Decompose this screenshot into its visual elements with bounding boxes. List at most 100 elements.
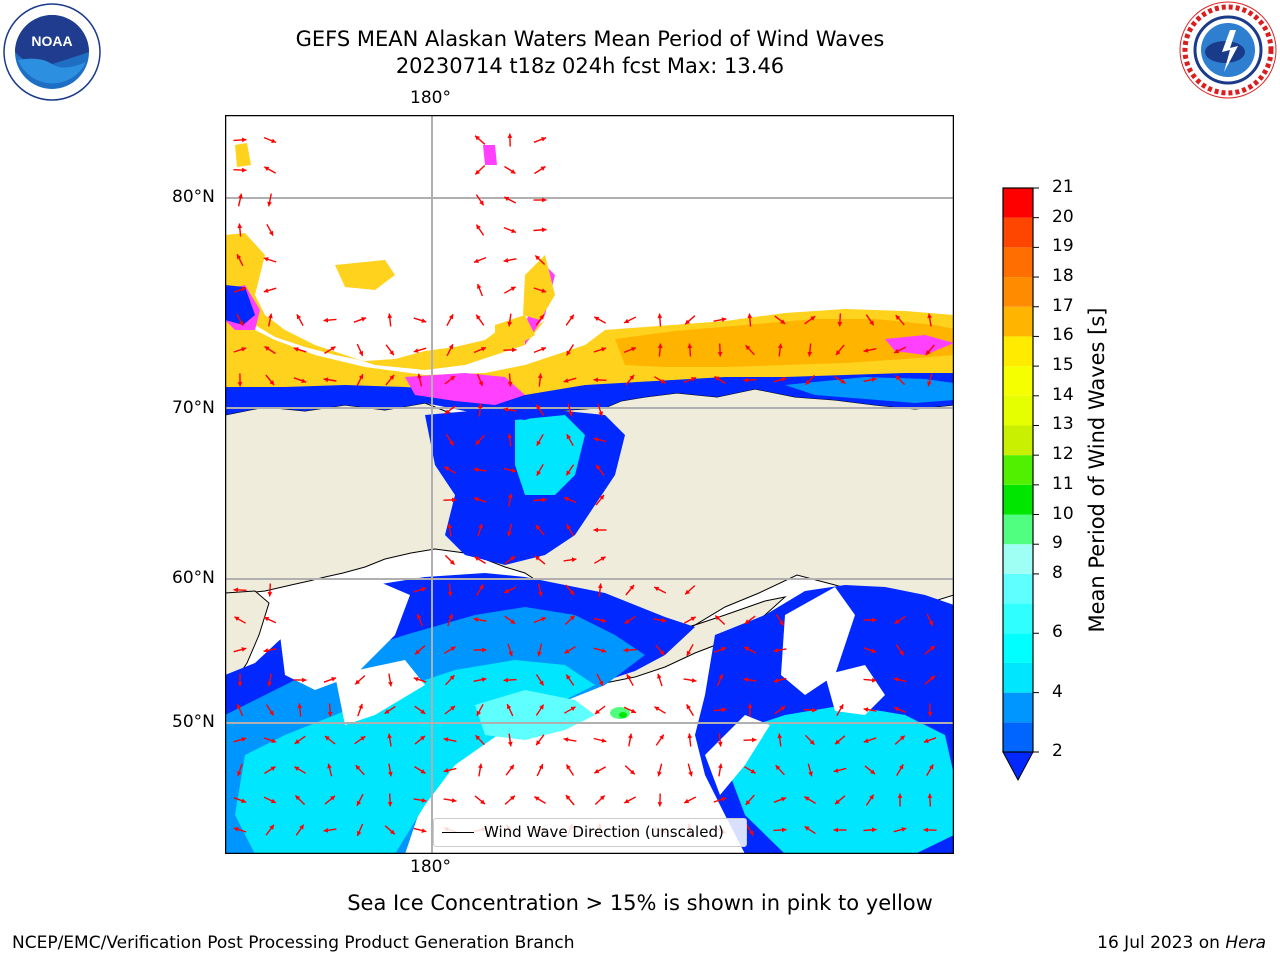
wave-arrow-head — [504, 196, 510, 202]
wave-arrow-head — [777, 343, 783, 349]
wave-arrow-head — [236, 254, 242, 260]
wave-arrow-head — [773, 678, 779, 683]
wave-arrow-head — [893, 677, 899, 682]
wave-arrow-head — [476, 314, 481, 320]
wave-arrow-head — [894, 619, 900, 624]
wave-arrow-head — [538, 591, 543, 597]
wave-arrow-head — [537, 373, 543, 379]
noaa-logo-text: NOAA — [31, 33, 72, 49]
wave-arrow-head — [507, 381, 513, 387]
wave-arrow-head — [718, 763, 723, 769]
colorbar-bin — [1003, 573, 1033, 604]
wave-arrow-head — [743, 677, 749, 683]
wave-arrow-head — [869, 320, 874, 326]
wave-arrow-head — [474, 258, 479, 263]
wave-arrow-head — [928, 620, 934, 626]
wave-arrow-head — [541, 617, 546, 622]
wave-arrow-head — [241, 647, 247, 652]
wave-arrow-head — [598, 680, 604, 686]
colorbar-bin — [1003, 603, 1033, 634]
wave-arrow-head — [264, 346, 270, 351]
wave-arrow-head — [871, 648, 877, 653]
wave-arrow-head — [327, 763, 332, 769]
wave-arrow-head — [443, 737, 449, 742]
wave-arrow-head — [267, 592, 273, 597]
colorbar-bin — [1003, 692, 1033, 723]
colorbar-bin — [1003, 425, 1033, 456]
wave-arrow-head — [473, 617, 479, 622]
wave-arrow-head — [535, 255, 541, 261]
wave-arrow-head — [721, 647, 726, 652]
wave-arrow-head — [657, 771, 662, 777]
wave-arrow-head — [927, 313, 932, 319]
wave-arrow-head — [534, 796, 540, 801]
wave-arrow-head — [449, 559, 455, 565]
wave-arrow-head — [389, 350, 394, 356]
wave-arrow-head — [809, 739, 815, 745]
wave-arrow-head — [808, 771, 813, 777]
wave-arrow-head — [508, 493, 513, 499]
colorbar-bin — [1003, 722, 1033, 752]
wave-arrow-head — [687, 733, 693, 739]
wave-arrow-head — [539, 704, 544, 710]
lon-label-top: 180° — [410, 88, 451, 108]
wave-arrow-head — [420, 735, 425, 741]
wave-arrow-head — [301, 378, 307, 383]
wave-arrow-head — [566, 674, 571, 680]
footer-branch: NCEP/EMC/Verification Post Processing Pr… — [12, 933, 575, 953]
wave-arrow-head — [473, 467, 479, 473]
wave-arrow-head — [927, 712, 933, 717]
wave-arrow-head — [390, 829, 395, 835]
wave-arrow-head — [444, 409, 450, 414]
wave-arrow-head — [597, 583, 603, 589]
wave-arrow-head — [420, 709, 426, 714]
wave-arrow-head — [871, 677, 877, 683]
wave-arrow-head — [507, 133, 513, 138]
wave-arrow-head — [358, 350, 364, 356]
wave-arrow-head — [421, 318, 427, 323]
wave-arrow-head — [241, 347, 247, 352]
wave-arrow-head — [510, 556, 516, 561]
lat-label-70: 70°N — [172, 398, 215, 418]
wave-arrow-head — [268, 313, 273, 319]
wave-arrow-head — [895, 315, 901, 320]
wave-arrow-head — [296, 314, 302, 320]
wave-arrow-head — [629, 769, 635, 775]
wave-arrow-head — [415, 649, 420, 655]
wave-arrow-head — [510, 286, 516, 292]
wave-arrow-head — [927, 793, 933, 798]
wave-arrow-head — [869, 794, 874, 800]
wave-arrow-head — [568, 411, 573, 417]
wave-arrow-head — [661, 618, 667, 623]
wave-arrow-head — [270, 798, 276, 804]
wave-arrow-head — [566, 764, 571, 770]
wave-arrow-head — [566, 434, 572, 440]
wave-arrow-head — [295, 795, 301, 801]
wave-arrow-head — [480, 799, 485, 805]
wave-arrow-head — [444, 466, 450, 471]
wave-arrow-head — [894, 348, 900, 354]
wave-arrow-head — [629, 375, 635, 380]
colorbar-tick-label: 17 — [1052, 295, 1074, 316]
wave-arrow-head — [358, 374, 364, 380]
colorbar-tick-label: 11 — [1052, 473, 1074, 494]
sea-ice-field — [225, 143, 954, 405]
wave-arrow-head — [566, 470, 571, 476]
colorbar-tick-label: 16 — [1052, 325, 1074, 346]
wave-arrow-head — [420, 769, 426, 774]
lon-label-bottom: 180° — [410, 857, 451, 877]
colorbar-tick-label: 19 — [1052, 236, 1074, 257]
wave-arrow-head — [293, 347, 299, 352]
wave-arrow-head — [596, 464, 601, 470]
wave-arrow-head — [263, 648, 269, 653]
wave-arrow-head — [511, 468, 517, 473]
wave-arrow-head — [450, 706, 456, 711]
wave-arrow-head — [930, 645, 935, 651]
wave-arrow-head — [443, 768, 449, 773]
map-frame — [224, 114, 955, 855]
wave-arrow-head — [263, 257, 269, 262]
wave-arrow-head — [503, 677, 508, 683]
wave-arrow-head — [747, 313, 753, 319]
sea-ice-note: Sea Ice Concentration > 15% is shown in … — [347, 891, 933, 915]
wave-arrow-head — [475, 135, 480, 141]
